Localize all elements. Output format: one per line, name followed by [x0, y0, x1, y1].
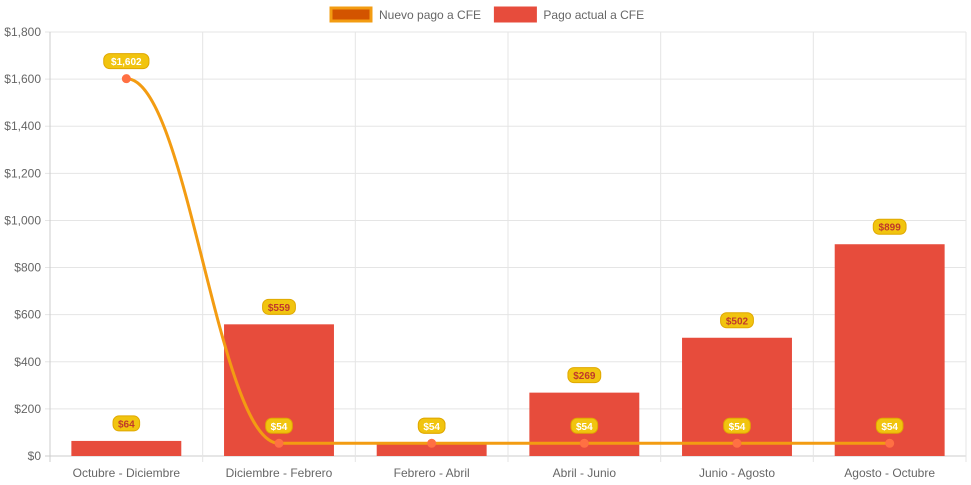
legend: Nuevo pago a CFE Pago actual a CFE [329, 6, 644, 23]
x-tick-label: Diciembre - Febrero [226, 466, 333, 480]
data-label-text: $54 [729, 422, 746, 433]
x-axis: Octubre - Diciembre Diciembre - Febrero Fe… [73, 466, 936, 480]
bar-data-label: $64 [112, 415, 141, 432]
bar-data-label: $502 [720, 312, 754, 329]
line-data-label: $54 [875, 417, 904, 434]
bar-data-label: $559 [262, 298, 296, 315]
data-label-box [112, 415, 141, 432]
y-tick-label: $0 [28, 449, 42, 463]
x-tick-label: Abril - Junio [553, 466, 617, 480]
data-label-text: $502 [726, 316, 749, 327]
line-point [579, 438, 589, 448]
y-tick-label: $1,400 [4, 119, 41, 133]
data-label-box [262, 298, 296, 315]
data-label-text: $54 [423, 422, 440, 433]
x-tick-label: Junio - Agosto [699, 466, 775, 480]
line-data-label: $54 [723, 417, 751, 434]
data-label-text: $899 [879, 223, 902, 234]
data-label-text: $559 [268, 303, 291, 314]
y-tick-label: $1,200 [4, 166, 41, 180]
bar [376, 443, 487, 456]
line-point [885, 438, 895, 448]
line-point [274, 438, 284, 448]
data-label-box [265, 417, 293, 434]
data-label-box [875, 417, 904, 434]
data-label-box [567, 367, 602, 384]
legend-label: Pago actual a CFE [543, 8, 644, 22]
y-tick-label: $800 [14, 261, 41, 275]
x-tick-label: Febrero - Abril [394, 466, 470, 480]
legend-label: Nuevo pago a CFE [379, 8, 481, 22]
bar [682, 337, 792, 456]
line-point [427, 438, 437, 448]
legend-swatch [493, 6, 537, 23]
data-label-box [872, 218, 907, 235]
data-label-text: $1,602 [111, 57, 142, 68]
line-point [121, 74, 131, 84]
line-point [732, 438, 742, 448]
y-axis: $0 $200 $400 $600 $800 $1,000 $1,200 $1,400 $1,6… [4, 25, 41, 463]
y-tick-label: $1,000 [4, 213, 41, 227]
data-label-box [103, 53, 150, 70]
y-tick-label: $600 [14, 308, 41, 322]
x-tick-label: Agosto - Octubre [844, 466, 935, 480]
y-tick-label: $1,600 [4, 72, 41, 86]
data-label-text: $54 [881, 422, 898, 433]
data-label-text: $64 [118, 419, 135, 430]
line-data-label: $1,602 [103, 53, 150, 70]
line-data-label: $54 [417, 417, 446, 434]
data-label-text: $269 [573, 371, 596, 382]
y-tick-label: $200 [14, 402, 41, 416]
bar-data-label: $269 [567, 367, 602, 384]
grid [45, 31, 967, 462]
line-data-label: $54 [570, 417, 599, 434]
legend-swatch [329, 6, 373, 23]
data-label-text: $54 [271, 422, 288, 433]
data-label-box [723, 417, 751, 434]
data-label-box [570, 417, 599, 434]
data-label-box [417, 417, 446, 434]
data-labels: $64 $559 $54 $269 $502 $899 $1,602 $54 $54 $54 $54… [103, 53, 907, 434]
line-series [121, 74, 895, 448]
line-data-label: $54 [265, 417, 293, 434]
legend-item: Pago actual a CFE [493, 6, 644, 23]
data-label-box [720, 312, 754, 329]
y-tick-label: $1,800 [4, 25, 41, 39]
bar [224, 324, 334, 456]
legend-item: Nuevo pago a CFE [329, 6, 481, 23]
data-label-text: $54 [576, 422, 593, 433]
y-tick-label: $400 [14, 355, 41, 369]
bar [71, 440, 182, 456]
bar-series [71, 244, 945, 456]
bar-data-label: $899 [872, 218, 907, 235]
x-tick-label: Octubre - Diciembre [73, 466, 181, 480]
